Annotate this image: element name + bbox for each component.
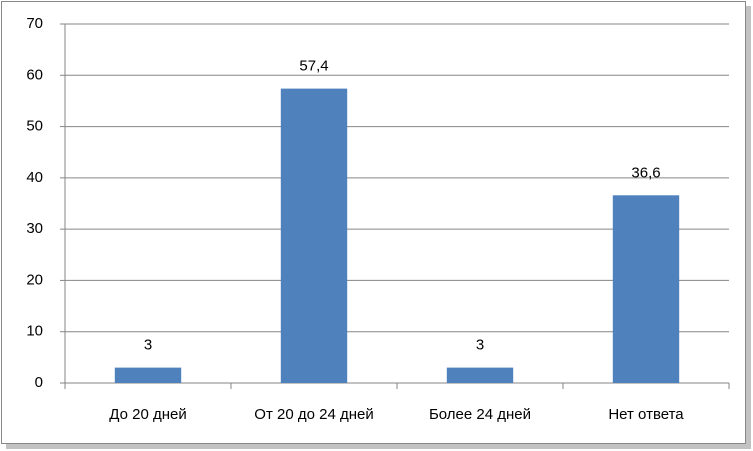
bar	[114, 367, 182, 383]
x-tick-label: Нет ответа	[608, 406, 684, 423]
value-label: 57,4	[299, 58, 328, 75]
y-tick-label: 70	[26, 15, 43, 32]
value-label: 3	[144, 337, 152, 354]
y-tick-label: 60	[26, 66, 43, 83]
bar	[612, 195, 680, 383]
bar	[446, 367, 514, 383]
y-tick-label: 10	[26, 323, 43, 340]
bar	[280, 88, 348, 384]
value-label: 3	[476, 337, 484, 354]
y-tick-label: 0	[35, 374, 43, 391]
y-tick-label: 30	[26, 220, 43, 237]
y-tick-label: 40	[26, 169, 43, 186]
value-label: 36,6	[631, 164, 660, 181]
y-tick-label: 50	[26, 118, 43, 135]
x-tick-label: До 20 дней	[109, 406, 186, 423]
y-tick-label: 20	[26, 271, 43, 288]
x-tick-label: От 20 до 24 дней	[254, 406, 373, 423]
x-tick-label: Более 24 дней	[429, 406, 531, 423]
